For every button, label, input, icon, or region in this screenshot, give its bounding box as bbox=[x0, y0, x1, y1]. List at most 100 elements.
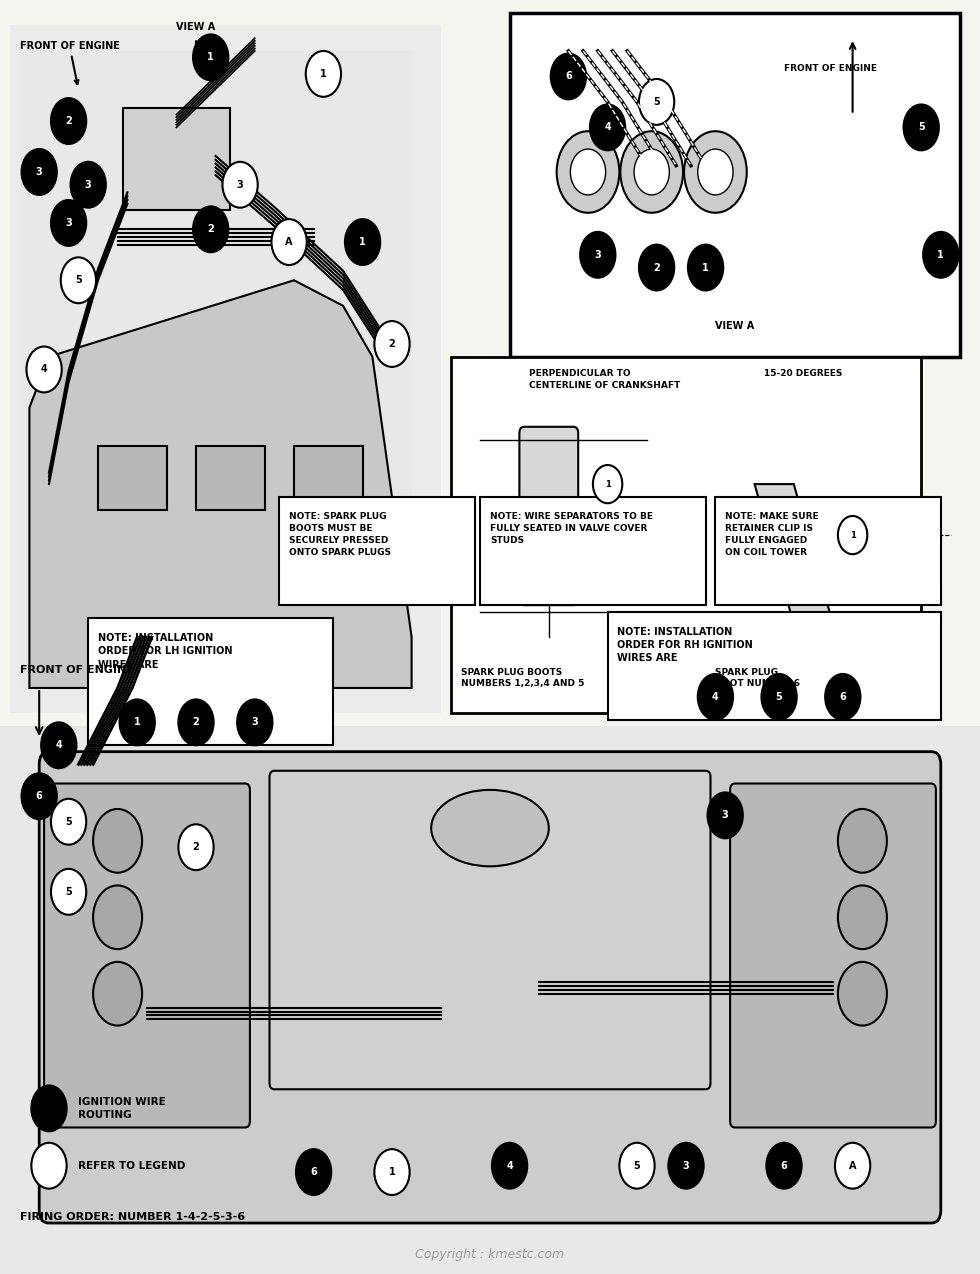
Text: 1: 1 bbox=[850, 530, 856, 540]
Text: NOTE: INSTALLATION
ORDER FOR LH IGNITION
WIRES ARE: NOTE: INSTALLATION ORDER FOR LH IGNITION… bbox=[98, 633, 232, 670]
FancyBboxPatch shape bbox=[730, 784, 936, 1127]
Text: 5: 5 bbox=[654, 97, 660, 107]
Text: 3: 3 bbox=[252, 717, 258, 727]
Circle shape bbox=[271, 219, 307, 265]
Circle shape bbox=[835, 1143, 870, 1189]
Circle shape bbox=[825, 674, 860, 720]
Text: 3: 3 bbox=[85, 180, 91, 190]
Text: FIRING ORDER: NUMBER 1-4-2-5-3-6: FIRING ORDER: NUMBER 1-4-2-5-3-6 bbox=[20, 1212, 245, 1222]
Circle shape bbox=[668, 1143, 704, 1189]
Circle shape bbox=[688, 245, 723, 290]
Circle shape bbox=[838, 885, 887, 949]
Text: A: A bbox=[285, 237, 293, 247]
Text: 5: 5 bbox=[776, 692, 782, 702]
Bar bbox=[294, 446, 363, 510]
Circle shape bbox=[222, 162, 258, 208]
Text: A: A bbox=[849, 1161, 857, 1171]
Text: 1: 1 bbox=[605, 479, 611, 489]
Bar bbox=[98, 446, 167, 510]
Circle shape bbox=[620, 131, 683, 213]
Circle shape bbox=[684, 131, 747, 213]
Circle shape bbox=[639, 245, 674, 290]
Circle shape bbox=[51, 799, 86, 845]
Bar bbox=[608, 612, 941, 720]
Circle shape bbox=[22, 149, 57, 195]
Bar bbox=[196, 446, 265, 510]
Text: FRONT OF ENGINE: FRONT OF ENGINE bbox=[784, 64, 877, 73]
Bar bbox=[0, 726, 980, 1274]
Circle shape bbox=[838, 516, 867, 554]
Text: 3: 3 bbox=[683, 1161, 689, 1171]
Text: 15-20 DEGREES: 15-20 DEGREES bbox=[764, 369, 843, 378]
Circle shape bbox=[551, 54, 586, 99]
Text: 2: 2 bbox=[208, 224, 214, 234]
Circle shape bbox=[766, 1143, 802, 1189]
Circle shape bbox=[904, 104, 939, 150]
Text: 4: 4 bbox=[41, 364, 47, 375]
Circle shape bbox=[71, 162, 106, 208]
Circle shape bbox=[619, 1143, 655, 1189]
Text: 3: 3 bbox=[36, 167, 42, 177]
Text: 2: 2 bbox=[193, 717, 199, 727]
Text: 3: 3 bbox=[237, 180, 243, 190]
Text: REFER TO LEGEND: REFER TO LEGEND bbox=[78, 1161, 186, 1171]
Circle shape bbox=[580, 232, 615, 278]
Bar bbox=[88, 618, 333, 745]
Text: 2: 2 bbox=[654, 262, 660, 273]
Text: 1: 1 bbox=[389, 1167, 395, 1177]
Circle shape bbox=[492, 1143, 527, 1189]
Text: NOTE: MAKE SURE
RETAINER CLIP IS
FULLY ENGAGED
ON COIL TOWER: NOTE: MAKE SURE RETAINER CLIP IS FULLY E… bbox=[725, 512, 819, 557]
Circle shape bbox=[31, 1143, 67, 1189]
Polygon shape bbox=[29, 280, 412, 688]
Text: 2: 2 bbox=[389, 339, 395, 349]
Bar bbox=[451, 357, 921, 713]
Text: VIEW A: VIEW A bbox=[715, 321, 755, 331]
Circle shape bbox=[61, 257, 96, 303]
Text: 2: 2 bbox=[193, 842, 199, 852]
Circle shape bbox=[296, 1149, 331, 1195]
Bar bbox=[715, 497, 941, 605]
Text: 5: 5 bbox=[634, 1161, 640, 1171]
Polygon shape bbox=[755, 484, 834, 628]
Circle shape bbox=[31, 1085, 67, 1131]
Circle shape bbox=[639, 79, 674, 125]
Text: 1: 1 bbox=[208, 52, 214, 62]
Circle shape bbox=[634, 149, 669, 195]
Circle shape bbox=[374, 321, 410, 367]
Circle shape bbox=[193, 206, 228, 252]
Circle shape bbox=[26, 347, 62, 392]
Ellipse shape bbox=[431, 790, 549, 866]
Circle shape bbox=[374, 1149, 410, 1195]
Text: 3: 3 bbox=[722, 810, 728, 820]
Circle shape bbox=[590, 104, 625, 150]
FancyBboxPatch shape bbox=[39, 752, 941, 1223]
Text: 6: 6 bbox=[840, 692, 846, 702]
Text: FRONT OF ENGINE: FRONT OF ENGINE bbox=[20, 665, 133, 675]
Text: 5: 5 bbox=[75, 275, 81, 285]
FancyBboxPatch shape bbox=[270, 771, 710, 1089]
Bar bbox=[20, 51, 412, 688]
FancyBboxPatch shape bbox=[519, 427, 578, 605]
Text: 5: 5 bbox=[66, 817, 72, 827]
Text: 6: 6 bbox=[565, 71, 571, 82]
Text: 4: 4 bbox=[605, 122, 611, 132]
Text: 3: 3 bbox=[66, 218, 72, 228]
Text: NOTE: WIRE SEPARATORS TO BE
FULLY SEATED IN VALVE COVER
STUDS: NOTE: WIRE SEPARATORS TO BE FULLY SEATED… bbox=[490, 512, 653, 545]
Circle shape bbox=[237, 699, 272, 745]
Text: 5: 5 bbox=[918, 122, 924, 132]
Bar bbox=[480, 497, 706, 605]
Circle shape bbox=[345, 219, 380, 265]
Text: NOTE: SPARK PLUG
BOOTS MUST BE
SECURELY PRESSED
ONTO SPARK PLUGS: NOTE: SPARK PLUG BOOTS MUST BE SECURELY … bbox=[289, 512, 391, 557]
Text: 1: 1 bbox=[703, 262, 709, 273]
Text: 1: 1 bbox=[938, 250, 944, 260]
Text: SPARK PLUG
BOOT NUMBER 6: SPARK PLUG BOOT NUMBER 6 bbox=[715, 668, 801, 688]
Circle shape bbox=[93, 809, 142, 873]
Circle shape bbox=[557, 131, 619, 213]
Text: 4: 4 bbox=[507, 1161, 513, 1171]
Circle shape bbox=[708, 792, 743, 838]
Text: 6: 6 bbox=[781, 1161, 787, 1171]
FancyBboxPatch shape bbox=[122, 108, 230, 210]
Circle shape bbox=[22, 773, 57, 819]
Text: VIEW A: VIEW A bbox=[176, 22, 216, 32]
Bar bbox=[279, 497, 475, 605]
